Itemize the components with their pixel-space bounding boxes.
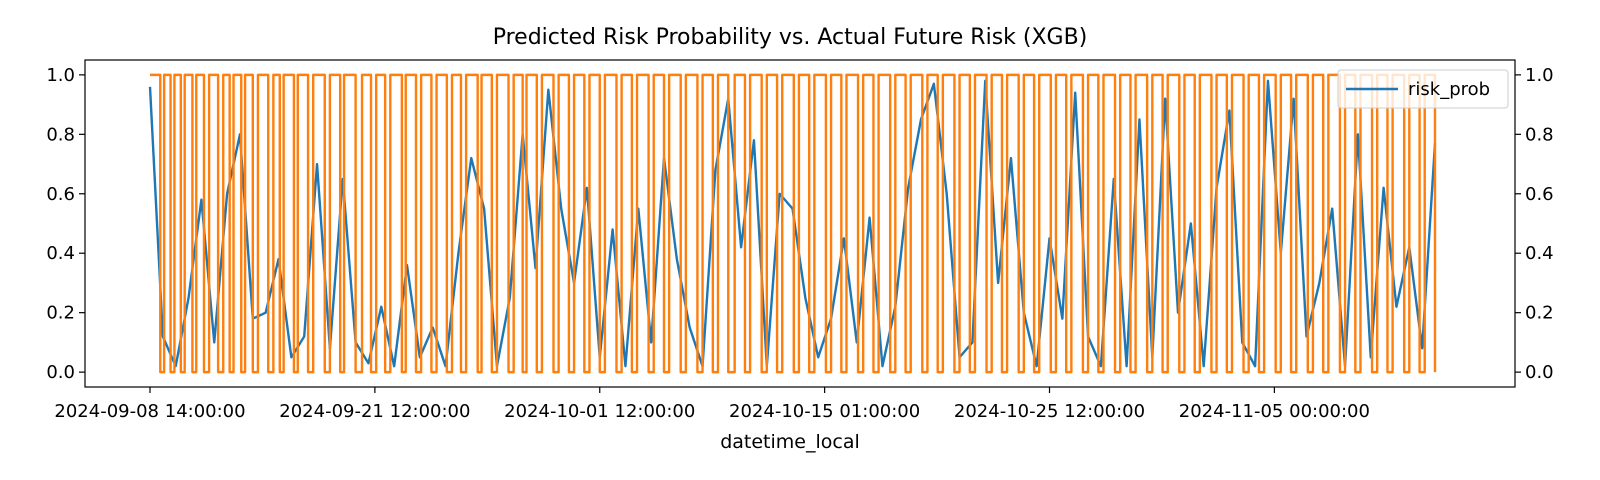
- x-tick-label: 2024-11-05 00:00:00: [1179, 401, 1370, 422]
- y-left-tick-label: 0.0: [46, 362, 75, 383]
- legend: risk_prob: [1337, 69, 1509, 109]
- x-axis-label: datetime_local: [720, 431, 860, 453]
- x-tick-label: 2024-10-15 01:00:00: [729, 401, 920, 422]
- y-right-tick-label: 0.6: [1525, 184, 1554, 205]
- y-left-tick-label: 0.8: [46, 124, 75, 145]
- plot-frame: [84, 59, 1516, 388]
- y-right-tick-label: 0.0: [1525, 362, 1554, 383]
- chart-title: Predicted Risk Probability vs. Actual Fu…: [493, 25, 1088, 50]
- series-line-1: [150, 73, 1437, 374]
- legend-label-risk-prob: risk_prob: [1408, 79, 1490, 100]
- y-left-tick-label: 0.2: [46, 303, 75, 324]
- y-left-tick-label: 0.4: [46, 243, 75, 264]
- plot-area: [148, 73, 1437, 374]
- series-line-risk-prob: [148, 79, 1437, 368]
- x-tick-label: 2024-10-25 12:00:00: [954, 401, 1145, 422]
- y-right-tick-label: 0.2: [1525, 303, 1554, 324]
- y-right-tick-label: 0.4: [1525, 243, 1554, 264]
- x-tick-label: 2024-09-21 12:00:00: [279, 401, 470, 422]
- y-right-tick-label: 0.8: [1525, 124, 1554, 145]
- x-tick-label: 2024-10-01 12:00:00: [504, 401, 695, 422]
- y-left-tick-label: 1.0: [46, 65, 75, 86]
- y-left-tick-label: 0.6: [46, 184, 75, 205]
- y-right-tick-label: 1.0: [1525, 65, 1554, 86]
- legend-box: [1337, 69, 1509, 109]
- x-tick-label: 2024-09-08 14:00:00: [54, 401, 245, 422]
